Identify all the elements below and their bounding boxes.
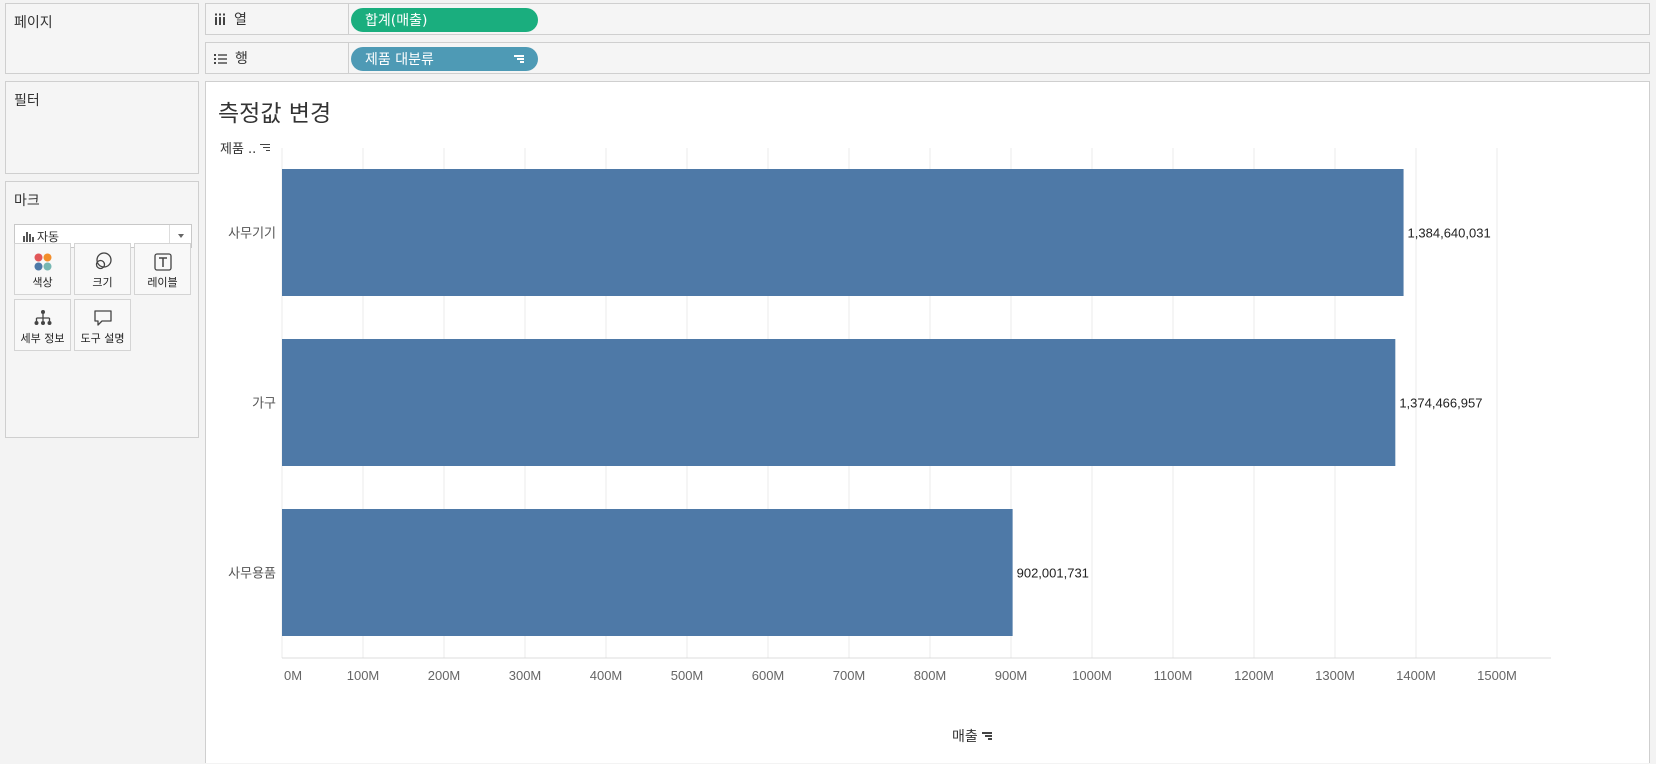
bar-value-label: 1,374,466,957 (1399, 396, 1482, 411)
x-tick-label: 400M (590, 668, 623, 683)
category-label: 가구 (252, 397, 276, 412)
x-tick-label: 900M (995, 668, 1028, 683)
rows-label: 행 (235, 51, 248, 67)
x-axis-title-label: 매출 (952, 729, 978, 745)
x-tick-label: 1200M (1234, 668, 1274, 683)
rows-icon (214, 53, 227, 64)
x-axis-title[interactable]: 매출 (952, 726, 992, 746)
tooltip-button[interactable]: 도구 설명 (74, 299, 131, 351)
text-label-icon (153, 253, 172, 271)
x-tick-label: 1400M (1396, 668, 1436, 683)
x-tick-label: 800M (914, 668, 947, 683)
marks-title: 마크 (14, 193, 40, 209)
mark-type-label: 자동 (37, 229, 60, 244)
x-tick-label: 300M (509, 668, 542, 683)
dimension-pill-label: 제품 대분류 (365, 52, 434, 68)
bar-chart-icon (23, 231, 34, 242)
label-button[interactable]: 레이블 (134, 243, 191, 295)
size-button-label: 크기 (92, 276, 113, 289)
bar-chart: 1,384,640,031 사무기기 1,374,466,957 가구 902,001,… (228, 148, 1551, 683)
bar[interactable] (282, 169, 1404, 296)
x-tick-label: 600M (752, 668, 785, 683)
measure-pill-label: 합계(매출) (365, 13, 428, 29)
row-field-header[interactable]: 제품 .. (220, 138, 271, 157)
detail-button[interactable]: 세부 정보 (14, 299, 71, 351)
rows-shelf[interactable]: 행 제품 대분류 (205, 42, 1650, 74)
pages-title: 페이지 (14, 15, 53, 31)
tooltip-button-label: 도구 설명 (80, 332, 125, 345)
pages-shelf[interactable]: 페이지 (5, 3, 199, 74)
x-tick-label: 1500M (1477, 668, 1517, 683)
columns-shelf-label: 열 (206, 4, 349, 34)
columns-label: 열 (234, 12, 247, 28)
worksheet-view: 1,384,640,031 사무기기 1,374,466,957 가구 902,001,… (205, 81, 1650, 763)
category-label: 사무기기 (228, 227, 276, 242)
x-tick-label: 1300M (1315, 668, 1355, 683)
x-tick-label: 200M (428, 668, 461, 683)
filters-title: 필터 (14, 93, 40, 109)
chevron-down-icon[interactable] (169, 225, 191, 247)
x-tick-label: 500M (671, 668, 704, 683)
dimension-pill-category[interactable]: 제품 대분류 (351, 47, 538, 71)
rows-shelf-label: 행 (206, 43, 349, 73)
speech-bubble-icon (93, 310, 112, 326)
bar-value-label: 1,384,640,031 (1408, 226, 1491, 241)
bar-value-label: 902,001,731 (1017, 566, 1089, 581)
columns-icon (215, 13, 225, 25)
x-tick-label: 1100M (1154, 668, 1193, 683)
x-tick-label: 1000M (1072, 668, 1112, 683)
sort-icon[interactable] (260, 143, 271, 152)
marks-card: 마크 자동 색상 크기 레이블 세부 정보 (5, 181, 199, 438)
x-tick-label: 700M (833, 668, 866, 683)
x-tick-label: 0M (284, 668, 302, 683)
bar[interactable] (282, 339, 1396, 466)
sort-icon[interactable] (514, 55, 524, 63)
row-field-header-label: 제품 .. (220, 142, 257, 157)
columns-shelf[interactable]: 열 합계(매출) (205, 3, 1650, 35)
detail-hierarchy-icon (34, 310, 51, 325)
filters-shelf[interactable]: 필터 (5, 81, 199, 174)
label-button-label: 레이블 (147, 276, 178, 289)
color-button[interactable]: 색상 (14, 243, 71, 295)
sheet-title: 측정값 변경 (218, 101, 332, 127)
category-label: 사무용품 (228, 567, 276, 582)
measure-pill-sum-sales[interactable]: 합계(매출) (351, 8, 538, 32)
x-tick-label: 100M (347, 668, 380, 683)
detail-button-label: 세부 정보 (20, 332, 65, 345)
sort-icon[interactable] (981, 732, 992, 740)
color-icon (34, 253, 51, 271)
size-button[interactable]: 크기 (74, 243, 131, 295)
bar[interactable] (282, 509, 1013, 636)
size-icon (95, 252, 112, 270)
color-button-label: 색상 (32, 276, 53, 289)
